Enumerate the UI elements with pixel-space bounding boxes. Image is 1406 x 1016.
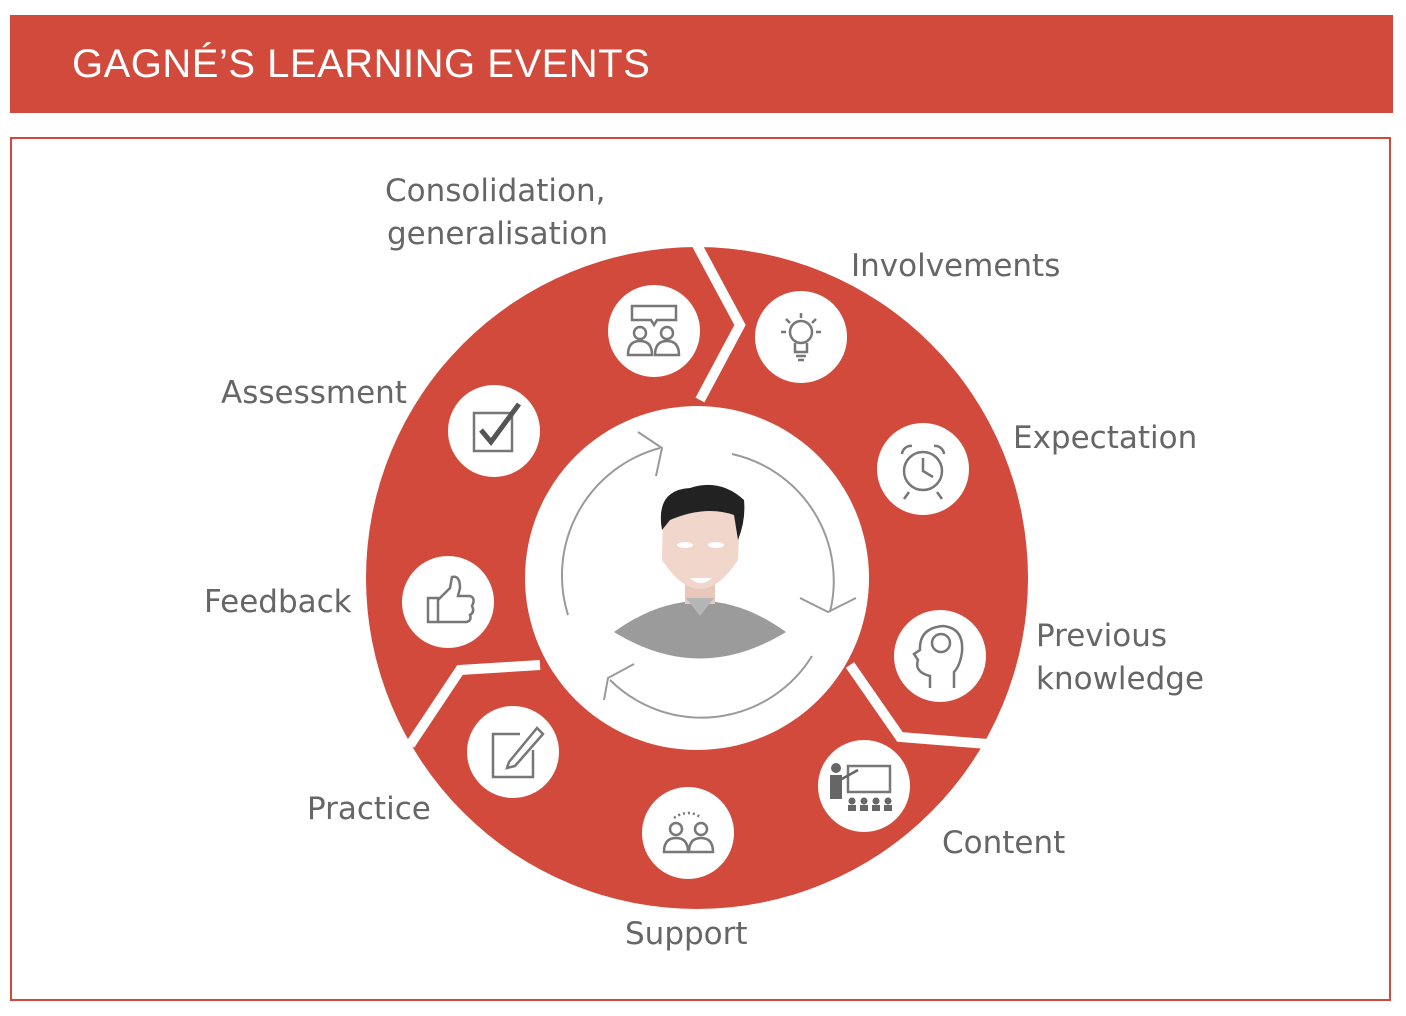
event-icon-9 <box>608 285 700 377</box>
event-icon-6 <box>467 706 559 798</box>
circular-arrows-icon <box>561 431 857 719</box>
event-icon-3 <box>894 610 986 702</box>
head-brain-icon <box>912 624 964 688</box>
separator-top <box>692 242 746 403</box>
separator-right <box>845 662 1001 750</box>
label-assessment: Assessment <box>221 375 407 411</box>
title-banner: GAGNÉ’S LEARNING EVENTS <box>10 15 1393 113</box>
label-previous-knowledge-line1: Previous <box>1036 618 1167 654</box>
separator-left <box>405 660 541 748</box>
discussion-group-icon <box>626 304 681 357</box>
event-icon-5 <box>642 787 734 879</box>
alarm-clock-icon <box>900 444 946 500</box>
people-pair-icon <box>662 811 715 854</box>
learner-avatar-icon <box>614 484 786 659</box>
label-support: Support <box>625 916 748 952</box>
event-icon-2 <box>877 423 969 515</box>
event-icon-1 <box>755 291 847 383</box>
event-icon-7 <box>402 556 494 648</box>
label-involvements: Involvements <box>851 248 1060 284</box>
label-consolidation-line2: generalisation <box>387 216 608 252</box>
label-feedback: Feedback <box>204 584 352 620</box>
checkbox-icon <box>472 402 522 453</box>
label-content: Content <box>942 825 1065 861</box>
label-previous-knowledge-line2: knowledge <box>1036 661 1204 697</box>
label-consolidation-line1: Consolidation, <box>385 173 606 209</box>
label-practice: Practice <box>307 791 431 827</box>
event-icon-8 <box>448 385 540 477</box>
page-title: GAGNÉ’S LEARNING EVENTS <box>72 42 651 86</box>
edit-note-icon <box>491 726 545 779</box>
label-expectation: Expectation <box>1013 420 1197 456</box>
thumbs-up-icon <box>426 575 475 624</box>
teacher-presentation-icon <box>830 763 892 811</box>
lightbulb-icon <box>781 313 821 362</box>
event-icon-4 <box>818 740 910 832</box>
diagram-frame <box>10 137 1391 1001</box>
